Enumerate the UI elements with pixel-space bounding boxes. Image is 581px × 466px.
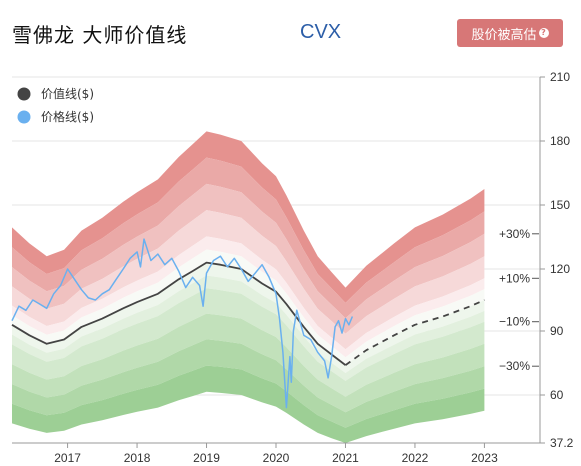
valuation-band <box>12 210 485 350</box>
valuation-band <box>12 236 485 358</box>
value-line <box>11 261 347 366</box>
chart-series <box>11 238 485 409</box>
badge-label: 股价被高估 <box>471 27 537 43</box>
x-tick-label: 2017 <box>54 451 81 465</box>
legend-marker <box>17 110 31 124</box>
x-tick-label: 2018 <box>124 451 151 465</box>
x-tick-label: 2023 <box>471 451 498 465</box>
band-label: −30% <box>499 359 530 373</box>
x-tick-label: 2019 <box>193 451 220 465</box>
valuation-band <box>12 275 485 381</box>
chart-axes: 210 180 150 120 90 60 37.2 2017 2018 2019 2020 2021… <box>12 70 574 465</box>
valuation-band <box>12 183 485 334</box>
y-tick-label: 150 <box>550 198 570 212</box>
x-tick-label: 2021 <box>332 451 359 465</box>
band-label: −10% <box>499 315 530 329</box>
y-tick-label: 180 <box>550 134 570 148</box>
ticker-symbol: CVX <box>300 21 342 43</box>
valuation-band <box>12 131 485 303</box>
page-title: 雪佛龙 大师价值线 <box>12 23 188 47</box>
valuation-band <box>12 288 485 397</box>
valuation-band <box>12 339 485 428</box>
legend-label: 价值线($) <box>41 86 94 101</box>
valuation-band <box>12 262 485 373</box>
valuation-band <box>12 313 485 413</box>
y-tick-label: 210 <box>550 70 570 84</box>
band-label: +30% <box>499 227 530 241</box>
valuation-bands <box>12 131 485 443</box>
value-line-forecast <box>344 299 485 366</box>
legend-marker <box>17 87 31 101</box>
legend-label: 价格线($) <box>41 109 94 124</box>
overvalued-badge-button[interactable]: 股价被高估 ? <box>457 19 563 47</box>
band-label: +10% <box>499 271 530 285</box>
y-tick-label: 90 <box>550 324 564 338</box>
valuation-band <box>12 365 485 443</box>
y-tick-label: 60 <box>550 388 564 402</box>
price-line <box>11 238 354 409</box>
chart-legend: 价值线($) 价格线($) <box>17 86 94 124</box>
x-tick-label: 2020 <box>263 451 290 465</box>
x-tick-label: 2022 <box>402 451 429 465</box>
valuation-band <box>12 249 485 366</box>
band-labels: +30% +10% −10% −30% <box>499 227 539 373</box>
question-icon[interactable]: ? <box>538 28 549 38</box>
y-tick-label: 120 <box>550 262 570 276</box>
y-tick-label: 37.2 <box>550 436 574 450</box>
valuation-band <box>12 157 485 319</box>
